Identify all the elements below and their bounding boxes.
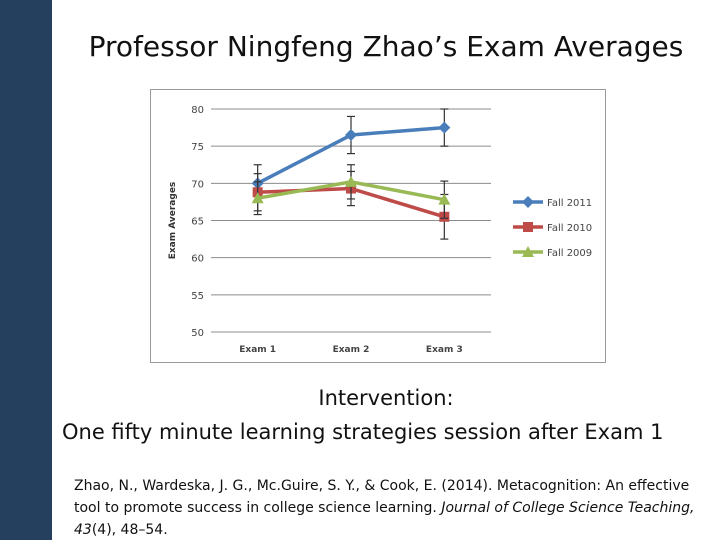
y-axis-title: Exam Averages	[168, 182, 178, 260]
data-point-fall-2009	[345, 175, 357, 187]
legend-label-fall-2009: Fall 2009	[547, 248, 592, 259]
y-tick-label: 65	[191, 217, 204, 228]
data-point-fall-2011	[345, 129, 357, 142]
legend-label-fall-2011: Fall 2011	[547, 198, 592, 209]
data-point-fall-2011	[438, 121, 451, 134]
citation-authors: Zhao, N., Wardeska, J. G., Mc.Guire, S. …	[74, 478, 690, 516]
citation: Zhao, N., Wardeska, J. G., Mc.Guire, S. …	[74, 475, 714, 541]
y-tick-label: 70	[191, 179, 204, 190]
data-point-fall-2009	[438, 193, 451, 205]
legend-marker-fall-2011	[522, 196, 534, 208]
sidebar-bar	[0, 0, 52, 540]
legend-marker-fall-2010	[523, 222, 533, 232]
x-tick-label: Exam 1	[239, 345, 276, 355]
y-tick-label: 60	[191, 254, 204, 265]
intervention-text: One fifty minute learning strategies ses…	[62, 420, 664, 444]
x-tick-label: Exam 3	[426, 345, 463, 355]
x-tick-label: Exam 2	[333, 345, 370, 355]
y-tick-label: 55	[191, 291, 204, 302]
y-tick-label: 75	[191, 142, 204, 153]
intervention-label: Intervention:	[318, 386, 454, 410]
exam-averages-chart: 50 55 60 65 70 75 80 Exam Averages Exam 1 Exam 2 E…	[168, 105, 592, 355]
citation-journal: Journal of College Science Teaching, 43	[74, 500, 695, 538]
chart-frame: 50 55 60 65 70 75 80 Exam Averages Exam 1 Exam 2 E…	[150, 89, 606, 363]
citation-issue: (4), 48–54.	[91, 522, 168, 538]
y-tick-label: 50	[191, 328, 204, 339]
y-tick-label: 80	[191, 105, 204, 116]
legend-label-fall-2010: Fall 2010	[547, 223, 592, 234]
slide-title: Professor Ningfeng Zhao’s Exam Averages	[88, 30, 684, 63]
data-point-fall-2009	[251, 192, 264, 204]
legend-marker-fall-2009	[522, 246, 534, 257]
